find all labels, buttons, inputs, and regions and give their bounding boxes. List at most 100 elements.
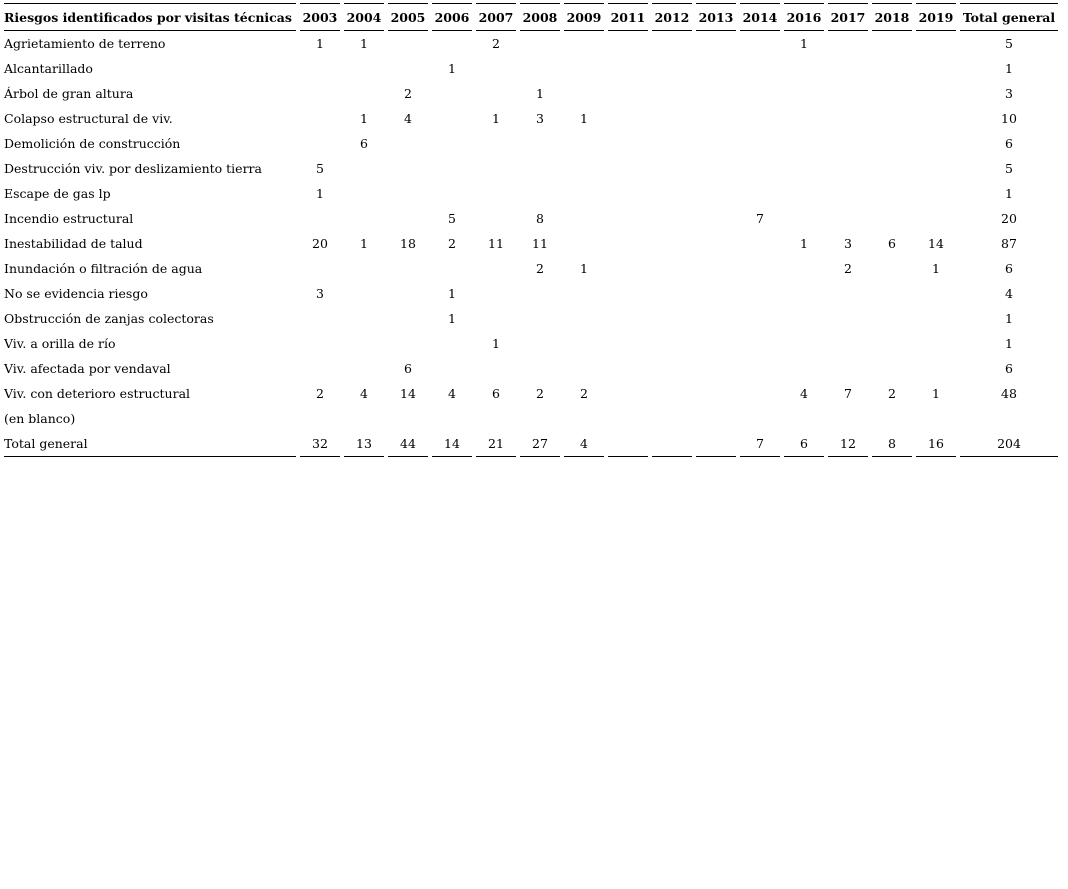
total-row-label: Total general xyxy=(4,431,296,457)
cell-value xyxy=(476,181,516,206)
cell-value xyxy=(520,281,560,306)
cell-value xyxy=(564,81,604,106)
cell-value: 8 xyxy=(536,211,544,226)
total-cell-value: 4 xyxy=(564,431,604,457)
total-cell-value: 7 xyxy=(740,431,780,457)
cell-value: 14 xyxy=(400,386,416,401)
cell-value xyxy=(872,131,912,156)
column-header-2014: 2014 xyxy=(740,3,780,31)
cell-value: 4 xyxy=(360,386,368,401)
cell-value: 3 xyxy=(844,236,852,251)
total-cell-value xyxy=(652,431,692,457)
cell-value: 7 xyxy=(756,211,764,226)
cell-value xyxy=(608,281,648,306)
cell-value xyxy=(344,81,384,106)
cell-value xyxy=(740,256,780,281)
cell-value xyxy=(388,206,428,231)
cell-value xyxy=(344,181,384,206)
table-row: Alcantarillado 1 1 xyxy=(4,56,1058,81)
cell-value xyxy=(652,81,692,106)
cell-value xyxy=(828,56,868,81)
cell-value xyxy=(652,356,692,381)
cell-value: 1 xyxy=(1005,186,1013,201)
cell-value xyxy=(520,406,560,431)
cell-value xyxy=(652,306,692,331)
cell-value xyxy=(696,81,736,106)
total-cell-value: 14 xyxy=(432,431,472,457)
cell-value xyxy=(696,406,736,431)
cell-value: 4 xyxy=(448,386,456,401)
cell-value xyxy=(564,406,604,431)
cell-value xyxy=(696,131,736,156)
cell-value xyxy=(872,156,912,181)
cell-value xyxy=(916,356,956,381)
cell-value xyxy=(652,256,692,281)
table-row: Escape de gas lp 1 1 xyxy=(4,181,1058,206)
column-header-2016: 2016 xyxy=(784,3,824,31)
cell-value: 5 xyxy=(1005,36,1013,51)
cell-value xyxy=(740,306,780,331)
table-row: Inestabilidad de talud 20 1 18 2 11 11 1 3 6 14 87 xyxy=(4,231,1058,256)
cell-value xyxy=(608,406,648,431)
row-label: Viv. con deterioro estructural xyxy=(4,386,191,401)
row-label: Inundación o filtración de agua xyxy=(4,261,203,276)
cell-value xyxy=(784,256,824,281)
table-row: Destrucción viv. por deslizamiento tierr… xyxy=(4,156,1058,181)
cell-value: 1 xyxy=(360,236,368,251)
cell-value: 1 xyxy=(360,111,368,126)
cell-value xyxy=(916,281,956,306)
cell-value xyxy=(344,156,384,181)
cell-value xyxy=(300,356,340,381)
cell-value: 5 xyxy=(448,211,456,226)
cell-value xyxy=(388,256,428,281)
total-cell-value xyxy=(696,431,736,457)
cell-value: 5 xyxy=(1005,161,1013,176)
cell-value: 1 xyxy=(800,36,808,51)
cell-value xyxy=(872,331,912,356)
total-cell-value: 8 xyxy=(872,431,912,457)
cell-value: 14 xyxy=(928,236,944,251)
cell-value xyxy=(564,356,604,381)
cell-value xyxy=(652,406,692,431)
cell-value xyxy=(916,106,956,131)
column-header-2013: 2013 xyxy=(696,3,736,31)
row-label: Incendio estructural xyxy=(4,211,134,226)
cell-value: 3 xyxy=(536,111,544,126)
cell-value xyxy=(828,331,868,356)
cell-value xyxy=(916,306,956,331)
column-header-2019: 2019 xyxy=(916,3,956,31)
cell-value xyxy=(476,156,516,181)
table-row: No se evidencia riesgo 3 1 4 xyxy=(4,281,1058,306)
cell-value xyxy=(564,31,604,56)
cell-value xyxy=(828,206,868,231)
table-row: Colapso estructural de viv. 1 4 1 3 1 10 xyxy=(4,106,1058,131)
cell-value: 4 xyxy=(404,111,412,126)
row-label: Alcantarillado xyxy=(4,61,93,76)
cell-value xyxy=(652,331,692,356)
cell-value xyxy=(432,31,472,56)
cell-value xyxy=(916,406,956,431)
cell-value: 1 xyxy=(580,261,588,276)
cell-value xyxy=(828,406,868,431)
row-label: Destrucción viv. por deslizamiento tierr… xyxy=(4,161,262,176)
cell-value xyxy=(872,31,912,56)
cell-value xyxy=(432,406,472,431)
cell-value xyxy=(432,81,472,106)
cell-value xyxy=(784,131,824,156)
cell-value xyxy=(564,206,604,231)
cell-value: 1 xyxy=(316,36,324,51)
cell-value xyxy=(608,231,648,256)
table-row: Obstrucción de zanjas colectoras 1 1 xyxy=(4,306,1058,331)
cell-value xyxy=(520,356,560,381)
cell-value: 1 xyxy=(800,236,808,251)
cell-value: 6 xyxy=(492,386,500,401)
cell-value xyxy=(476,356,516,381)
cell-value xyxy=(872,356,912,381)
cell-value xyxy=(784,206,824,231)
cell-value xyxy=(476,256,516,281)
cell-value: 7 xyxy=(844,386,852,401)
cell-value xyxy=(652,131,692,156)
cell-value xyxy=(300,56,340,81)
cell-value xyxy=(520,306,560,331)
total-cell-value: 16 xyxy=(916,431,956,457)
